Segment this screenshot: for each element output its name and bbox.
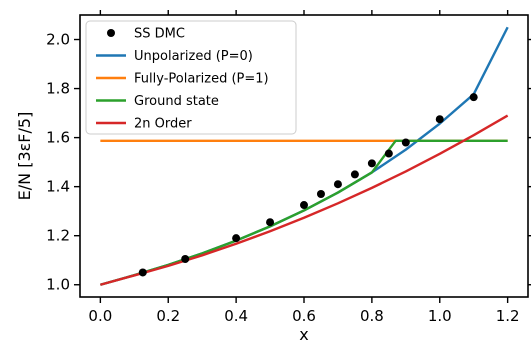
x-tick-label: 0.6 <box>292 307 316 325</box>
y-tick-label: 1.8 <box>46 80 70 98</box>
data-point-ss-dmc <box>232 234 241 243</box>
legend-swatch <box>107 29 115 37</box>
y-tick-label: 1.0 <box>46 276 70 294</box>
y-tick-label: 1.6 <box>46 129 70 147</box>
x-tick-label: 0.4 <box>224 307 248 325</box>
legend-label: Ground state <box>134 94 219 109</box>
data-point-ss-dmc <box>350 170 359 179</box>
series-layer <box>100 26 509 286</box>
x-tick-label: 1.2 <box>496 307 520 325</box>
series-line-2n-order <box>100 114 509 286</box>
legend-box <box>85 20 297 135</box>
legend-label: Fully-Polarized (P=1) <box>134 72 269 87</box>
x-axis-label: x <box>299 325 308 344</box>
data-point-ss-dmc <box>384 149 393 158</box>
ticks: 0.0 0.2 0.4 0.6 0.8 1.0 1.2 1.0 1.2 1.4 1.6 1.8 2.0 <box>46 10 531 325</box>
plot-frame <box>79 14 529 298</box>
data-point-ss-dmc <box>367 159 376 168</box>
legend-label: Unpolarized (P=0) <box>134 49 253 64</box>
legend-label: SS DMC <box>134 27 185 42</box>
data-point-ss-dmc <box>300 201 308 210</box>
data-point-ss-dmc <box>333 180 342 189</box>
data-point-ss-dmc <box>435 115 444 124</box>
x-tick-label: 0.2 <box>156 307 180 325</box>
legend: SS DMC Unpolarized (P=0) Fully-Polarized (… <box>85 20 297 135</box>
x-tick-label: 0.0 <box>88 307 112 325</box>
data-point-ss-dmc <box>469 93 478 102</box>
data-point-ss-dmc <box>181 254 190 263</box>
y-tick-label: 1.2 <box>46 227 70 245</box>
data-point-ss-dmc <box>316 190 325 199</box>
x-tick-label: 1.0 <box>428 307 452 325</box>
y-axis-label: E/N [3εF/5] <box>15 112 34 201</box>
series-line-ground-state <box>100 139 508 286</box>
y-tick-label: 2.0 <box>46 31 70 49</box>
data-point-ss-dmc <box>138 268 147 277</box>
y-tick-label: 1.4 <box>46 178 70 196</box>
data-point-ss-dmc <box>401 138 410 147</box>
legend-label: 2n Order <box>134 117 192 132</box>
data-point-ss-dmc <box>266 218 275 227</box>
x-tick-label: 0.8 <box>360 307 384 325</box>
